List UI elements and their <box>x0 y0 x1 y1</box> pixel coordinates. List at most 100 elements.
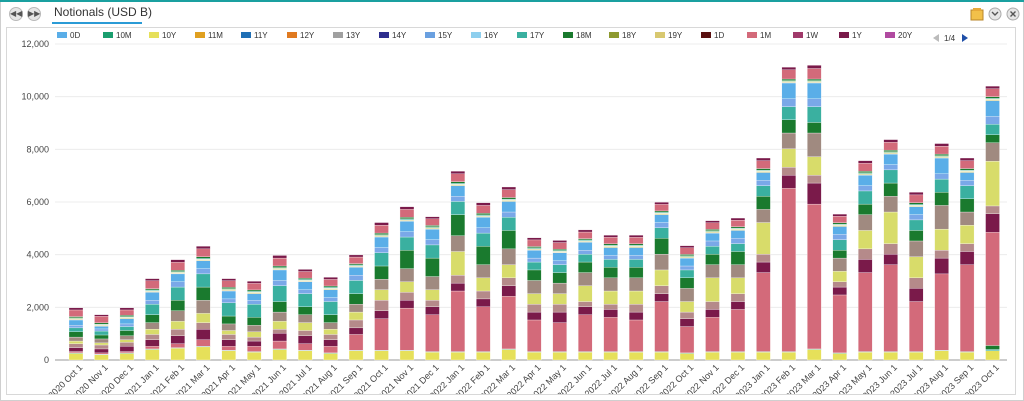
bar-segment <box>858 163 873 172</box>
bar-segment <box>909 351 924 361</box>
bar-segment <box>221 339 236 347</box>
bar-segment <box>196 322 211 330</box>
bar-segment <box>959 351 975 361</box>
bar-segment <box>909 206 924 215</box>
bar-segment <box>603 309 618 318</box>
bar-segment <box>221 280 236 288</box>
bar-segment <box>323 301 338 315</box>
bar-segment <box>858 351 873 361</box>
bar-segment <box>807 78 822 81</box>
bar-segment <box>348 304 364 313</box>
bar-segment <box>756 185 771 197</box>
bar-segment <box>679 247 695 255</box>
bar-segment <box>501 264 516 278</box>
bar-segment <box>756 160 771 169</box>
bar-segment <box>603 351 618 361</box>
bar-segment <box>832 216 847 223</box>
bar-segment <box>94 314 109 317</box>
bar-segment <box>170 321 185 330</box>
first-page-icon[interactable]: ◀◀ <box>9 7 23 21</box>
bar-segment <box>476 213 491 216</box>
bar-segment <box>807 182 822 205</box>
bar-segment <box>297 350 313 361</box>
bar-segment <box>476 277 491 292</box>
bar-segment <box>603 259 618 268</box>
bar-segment <box>272 257 287 267</box>
legend-label: 12Y <box>300 31 315 40</box>
export-icon[interactable] <box>970 7 984 21</box>
bar-segment <box>883 182 898 197</box>
legend-swatch <box>149 32 159 38</box>
bar-segment <box>247 304 262 318</box>
bar-segment <box>196 260 211 269</box>
bar-segment <box>196 246 211 250</box>
bar-segment <box>654 238 669 255</box>
bar-segment <box>705 309 720 318</box>
next-page-icon[interactable]: ▶▶ <box>27 7 41 21</box>
bar-segment <box>297 281 313 290</box>
bar-segment <box>985 88 1000 97</box>
bar-segment <box>119 307 135 311</box>
bar-segment <box>679 353 695 361</box>
bar-segment <box>170 262 185 271</box>
bar-segment <box>501 217 516 231</box>
bar-segment <box>756 172 771 181</box>
bar-segment <box>476 246 491 265</box>
close-icon[interactable] <box>1006 7 1020 21</box>
bar-segment <box>959 168 975 171</box>
bar-segment <box>679 257 695 267</box>
bar-segment <box>119 323 135 327</box>
bar-segment <box>450 185 466 197</box>
collapse-icon[interactable] <box>988 7 1002 21</box>
bar-segment <box>679 245 695 248</box>
y-tick-label: 12,000 <box>21 39 49 49</box>
bar-segment <box>934 257 949 275</box>
bar-segment <box>68 343 84 348</box>
bar-segment <box>781 351 797 361</box>
bar-segment <box>450 196 466 202</box>
bar-segment <box>883 149 898 152</box>
bar-segment <box>756 253 771 263</box>
bar-segment <box>807 174 822 184</box>
bar-segment <box>934 143 949 147</box>
bar-segment <box>705 232 720 242</box>
bar-segment <box>348 280 364 294</box>
bar-segment <box>603 304 618 310</box>
bar-segment <box>323 339 338 347</box>
bar-segment <box>858 203 873 215</box>
bar-segment <box>934 250 949 259</box>
bar-segment <box>578 238 593 241</box>
legend-label: 15Y <box>438 31 453 40</box>
bar-segment <box>399 206 415 210</box>
bar-segment <box>247 300 262 305</box>
legend-swatch <box>793 32 803 38</box>
bar-segment <box>832 250 847 259</box>
bar-segment <box>832 234 847 240</box>
bar-segment <box>883 243 898 255</box>
bar-segment <box>832 213 847 217</box>
bar-segment <box>272 280 287 286</box>
bar-segment <box>628 243 644 246</box>
bar-segment <box>934 178 949 193</box>
bar-segment <box>730 301 746 310</box>
bar-segment <box>425 218 440 226</box>
bar-segment <box>654 202 669 205</box>
bar-segment <box>730 230 746 239</box>
top-accent-line <box>0 0 1024 2</box>
bar-segment <box>909 194 924 203</box>
legend-label: 18Y <box>622 31 637 40</box>
legend-label: 11Y <box>254 31 268 40</box>
bar-segment <box>119 346 135 352</box>
bar-segment <box>323 277 338 280</box>
bar-segment <box>909 230 924 242</box>
page-title[interactable]: Notionals (USD B) <box>54 5 153 19</box>
bar-segment <box>909 240 924 257</box>
bar-segment <box>603 247 618 256</box>
bar-segment <box>959 264 975 352</box>
bar-segment <box>527 351 542 361</box>
bar-segment <box>323 353 338 361</box>
bar-segment <box>832 239 847 251</box>
bar-segment <box>374 225 389 234</box>
bar-segment <box>94 338 109 344</box>
bar-segment <box>527 246 542 248</box>
